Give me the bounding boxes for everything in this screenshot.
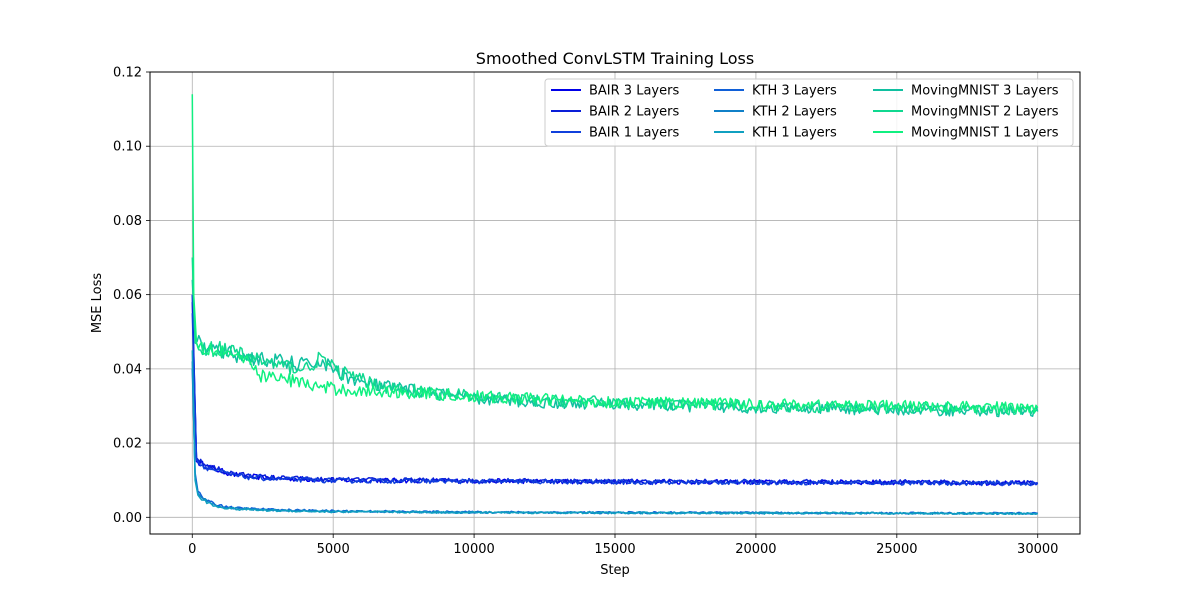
legend-label: KTH 1 Layers <box>752 126 837 141</box>
series-line <box>191 257 1038 416</box>
legend-label: MovingMNIST 1 Layers <box>911 126 1059 141</box>
legend-label: BAIR 3 Layers <box>589 84 679 99</box>
y-axis-ticks: 0.00 0.02 0.04 0.06 0.08 0.10 0.12 <box>113 66 150 526</box>
y-tick-label: 0.00 <box>113 511 142 526</box>
legend-label: KTH 2 Layers <box>752 105 837 120</box>
x-axis-ticks: 0 5000 10000 15000 20000 25000 30000 <box>188 534 1058 557</box>
series-line <box>191 350 1038 516</box>
y-axis-label: MSE Loss <box>90 273 105 334</box>
x-axis-label: Step <box>600 563 630 578</box>
legend-box <box>544 78 1074 147</box>
series-lines <box>191 94 1039 516</box>
legend-label: BAIR 2 Layers <box>589 105 679 120</box>
y-tick-label: 0.06 <box>113 288 142 303</box>
y-tick-label: 0.02 <box>113 437 142 452</box>
series-line <box>191 279 1039 418</box>
series-line <box>191 94 1039 414</box>
legend: BAIR 3 Layers BAIR 2 Layers BAIR 1 Layers K… <box>544 78 1074 147</box>
y-tick-label: 0.10 <box>113 140 142 155</box>
x-tick-label: 5000 <box>317 542 350 557</box>
x-tick-label: 20000 <box>735 542 776 557</box>
x-tick-label: 30000 <box>1017 542 1058 557</box>
y-tick-label: 0.04 <box>113 362 142 377</box>
y-tick-label: 0.08 <box>113 214 142 229</box>
y-tick-label: 0.12 <box>113 66 142 81</box>
series-line <box>191 313 1038 487</box>
legend-label: MovingMNIST 2 Layers <box>911 105 1059 120</box>
x-tick-label: 10000 <box>453 542 494 557</box>
x-tick-label: 15000 <box>594 542 635 557</box>
series-line <box>191 302 1038 486</box>
x-tick-label: 0 <box>188 542 196 557</box>
legend-label: KTH 3 Layers <box>752 84 837 99</box>
legend-label: BAIR 1 Layers <box>589 126 679 141</box>
x-tick-label: 25000 <box>876 542 917 557</box>
legend-label: MovingMNIST 3 Layers <box>911 84 1059 99</box>
chart-title: Smoothed ConvLSTM Training Loss <box>476 49 754 68</box>
